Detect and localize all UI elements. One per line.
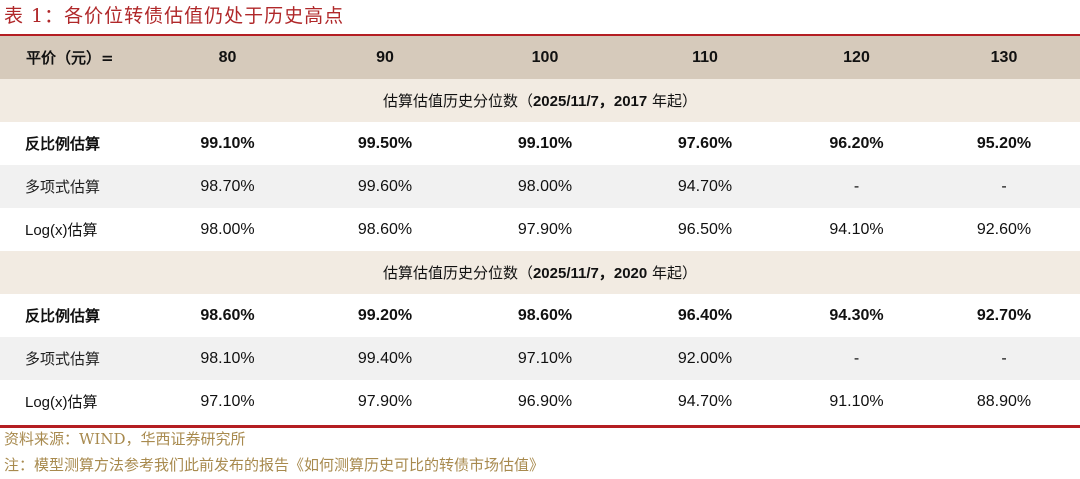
section-header-2017: 估算估值历史分位数（2025/11/7，2017 年起） [0, 79, 1080, 122]
cell: 98.10% [150, 337, 305, 380]
cell: 97.60% [625, 122, 785, 165]
table-row: 多项式估算 98.70% 99.60% 98.00% 94.70% - - [0, 165, 1080, 208]
cell: - [928, 337, 1080, 380]
cell: 96.90% [465, 380, 625, 423]
cell: 98.70% [150, 165, 305, 208]
cell: 91.10% [785, 380, 928, 423]
row-label: 多项式估算 [0, 337, 150, 380]
section-header-2020: 估算估值历史分位数（2025/11/7，2020 年起） [0, 251, 1080, 294]
cell: 95.20% [928, 122, 1080, 165]
methodology-note: 注：模型测算方法参考我们此前发布的报告《如何测算历史可比的转债市场估值》 [4, 456, 545, 474]
cell: 94.70% [625, 165, 785, 208]
header-col-80: 80 [150, 36, 305, 79]
cell: 99.10% [150, 122, 305, 165]
table-row: 反比例估算 99.10% 99.50% 99.10% 97.60% 96.20%… [0, 122, 1080, 165]
cell: 94.30% [785, 294, 928, 337]
header-col-110: 110 [625, 36, 785, 79]
header-col-130: 130 [928, 36, 1080, 79]
header-row: 平价（元）= 80 90 100 110 120 130 [0, 36, 1080, 79]
cell: 98.60% [305, 208, 465, 251]
cell: 97.90% [465, 208, 625, 251]
cell: 96.20% [785, 122, 928, 165]
row-label: 反比例估算 [0, 294, 150, 337]
table-row: Log(x)估算 98.00% 98.60% 97.90% 96.50% 94.… [0, 208, 1080, 251]
table-row: 多项式估算 98.10% 99.40% 97.10% 92.00% - - [0, 337, 1080, 380]
table-row: Log(x)估算 97.10% 97.90% 96.90% 94.70% 91.… [0, 380, 1080, 423]
valuation-percentile-table: 平价（元）= 80 90 100 110 120 130 估算估值历史分位数（2… [0, 36, 1080, 423]
cell: 98.60% [150, 294, 305, 337]
cell: 94.70% [625, 380, 785, 423]
header-col-100: 100 [465, 36, 625, 79]
bottom-divider [0, 425, 1080, 428]
cell: 99.40% [305, 337, 465, 380]
cell: 99.60% [305, 165, 465, 208]
row-label: 反比例估算 [0, 122, 150, 165]
cell: 97.10% [465, 337, 625, 380]
row-label: Log(x)估算 [0, 208, 150, 251]
cell: 92.00% [625, 337, 785, 380]
cell: 98.00% [465, 165, 625, 208]
row-label: Log(x)估算 [0, 380, 150, 423]
cell: - [928, 165, 1080, 208]
cell: 97.90% [305, 380, 465, 423]
cell: 96.40% [625, 294, 785, 337]
cell: 92.60% [928, 208, 1080, 251]
cell: 96.50% [625, 208, 785, 251]
cell: 92.70% [928, 294, 1080, 337]
cell: 99.20% [305, 294, 465, 337]
header-col-90: 90 [305, 36, 465, 79]
row-label: 多项式估算 [0, 165, 150, 208]
cell: 99.50% [305, 122, 465, 165]
section-title: 估算估值历史分位数（2025/11/7，2017 年起） [0, 79, 1080, 122]
cell: 97.10% [150, 380, 305, 423]
header-label: 平价（元）= [0, 36, 150, 79]
cell: 94.10% [785, 208, 928, 251]
cell: - [785, 337, 928, 380]
header-col-120: 120 [785, 36, 928, 79]
cell: - [785, 165, 928, 208]
table-row: 反比例估算 98.60% 99.20% 98.60% 96.40% 94.30%… [0, 294, 1080, 337]
cell: 98.60% [465, 294, 625, 337]
cell: 88.90% [928, 380, 1080, 423]
cell: 98.00% [150, 208, 305, 251]
top-divider [0, 34, 1080, 36]
source-note: 资料来源：WIND，华西证券研究所 [4, 430, 246, 448]
section-title: 估算估值历史分位数（2025/11/7，2020 年起） [0, 251, 1080, 294]
cell: 99.10% [465, 122, 625, 165]
table-title: 表 1：各价位转债估值仍处于历史高点 [4, 5, 345, 27]
